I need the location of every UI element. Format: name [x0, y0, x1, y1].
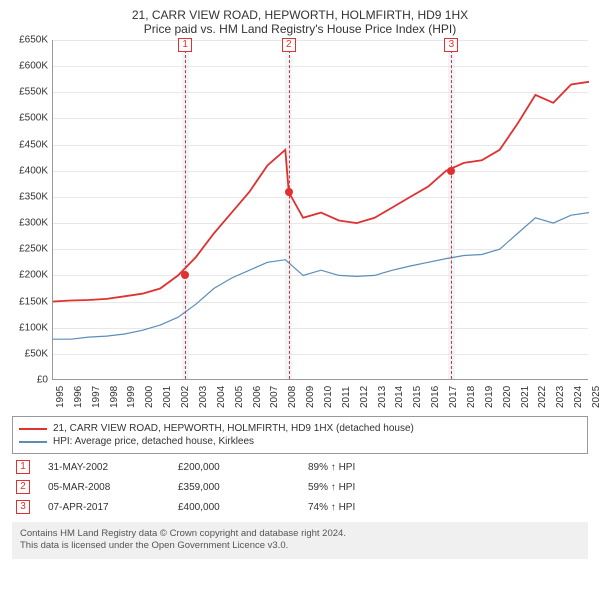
- x-tick: 2014: [394, 386, 405, 408]
- legend-row: 21, CARR VIEW ROAD, HEPWORTH, HOLMFIRTH,…: [19, 423, 581, 434]
- x-tick: 2000: [144, 386, 155, 408]
- x-tick: 2003: [198, 386, 209, 408]
- sale-date: 05-MAR-2008: [48, 482, 178, 493]
- y-tick: £500K: [19, 113, 48, 124]
- x-axis: 1995 1996 1997 1998 1999 2000 2001 2002 2003 2004…: [52, 380, 588, 410]
- sale-hpi: 59% ↑ HPI: [308, 482, 438, 493]
- marker-line: [185, 40, 186, 379]
- marker-number: 1: [178, 38, 192, 52]
- y-tick: £150K: [19, 296, 48, 307]
- x-tick: 1998: [109, 386, 120, 408]
- chart-container: 21, CARR VIEW ROAD, HEPWORTH, HOLMFIRTH,…: [0, 0, 600, 590]
- marker-dot: [285, 188, 293, 196]
- x-tick: 1997: [91, 386, 102, 408]
- license-line2: This data is licensed under the Open Gov…: [20, 540, 580, 552]
- sale-price: £359,000: [178, 482, 308, 493]
- sale-row: 1 31-MAY-2002£200,00089% ↑ HPI: [16, 460, 592, 474]
- x-tick: 2025: [591, 386, 600, 408]
- line-chart-svg: [53, 40, 589, 380]
- x-tick: 2015: [412, 386, 423, 408]
- x-tick: 2020: [502, 386, 513, 408]
- y-tick: £300K: [19, 218, 48, 229]
- title-line2: Price paid vs. HM Land Registry's House …: [12, 22, 588, 36]
- x-tick: 2023: [555, 386, 566, 408]
- x-tick: 2018: [466, 386, 477, 408]
- x-tick: 2012: [359, 386, 370, 408]
- sale-number: 3: [16, 500, 30, 514]
- x-tick: 2022: [537, 386, 548, 408]
- x-tick: 2009: [305, 386, 316, 408]
- y-axis: £0£50K£100K£150K£200K£250K£300K£350K£400…: [12, 40, 52, 380]
- x-tick: 2011: [341, 386, 352, 408]
- sales-table: 1 31-MAY-2002£200,00089% ↑ HPI 2 05-MAR-200…: [12, 460, 588, 514]
- sale-number: 2: [16, 480, 30, 494]
- x-tick: 2006: [252, 386, 263, 408]
- x-tick: 2001: [162, 386, 173, 408]
- sale-hpi: 89% ↑ HPI: [308, 462, 438, 473]
- legend-swatch: [19, 428, 47, 430]
- marker-dot: [447, 167, 455, 175]
- x-tick: 2007: [269, 386, 280, 408]
- y-tick: £200K: [19, 270, 48, 281]
- plot-area: £0 £50K £100K £150K £200K £250K £300K £350K £400…: [12, 40, 588, 410]
- sale-number: 1: [16, 460, 30, 474]
- license-line1: Contains HM Land Registry data © Crown c…: [20, 528, 580, 540]
- marker-dot: [181, 271, 189, 279]
- sale-price: £200,000: [178, 462, 308, 473]
- sale-price: £400,000: [178, 502, 308, 513]
- x-tick: 2013: [377, 386, 388, 408]
- y-tick: £100K: [19, 322, 48, 333]
- y-tick: £50K: [25, 348, 48, 359]
- x-tick: 2005: [234, 386, 245, 408]
- marker-line: [289, 40, 290, 379]
- x-tick: 2008: [287, 386, 298, 408]
- sale-row: 3 07-APR-2017£400,00074% ↑ HPI: [16, 500, 592, 514]
- y-tick: £650K: [19, 35, 48, 46]
- grid-area: 1 2 3: [52, 40, 588, 380]
- sale-date: 31-MAY-2002: [48, 462, 178, 473]
- sale-hpi: 74% ↑ HPI: [308, 502, 438, 513]
- sale-date: 07-APR-2017: [48, 502, 178, 513]
- y-tick: £350K: [19, 191, 48, 202]
- x-tick: 1996: [73, 386, 84, 408]
- series-hpi: [53, 213, 589, 340]
- title-line1: 21, CARR VIEW ROAD, HEPWORTH, HOLMFIRTH,…: [12, 8, 588, 22]
- series-property: [53, 82, 589, 302]
- x-tick: 2016: [430, 386, 441, 408]
- marker-number: 2: [282, 38, 296, 52]
- x-tick: 2010: [323, 386, 334, 408]
- sale-row: 2 05-MAR-2008£359,00059% ↑ HPI: [16, 480, 592, 494]
- legend-box: 21, CARR VIEW ROAD, HEPWORTH, HOLMFIRTH,…: [12, 416, 588, 454]
- x-tick: 2017: [448, 386, 459, 408]
- y-tick: £550K: [19, 87, 48, 98]
- x-tick: 2004: [216, 386, 227, 408]
- y-tick: £600K: [19, 61, 48, 72]
- x-tick: 1995: [55, 386, 66, 408]
- legend-label: HPI: Average price, detached house, Kirk…: [53, 436, 254, 447]
- x-tick: 2019: [484, 386, 495, 408]
- x-tick: 2002: [180, 386, 191, 408]
- y-tick: £400K: [19, 165, 48, 176]
- legend-label: 21, CARR VIEW ROAD, HEPWORTH, HOLMFIRTH,…: [53, 423, 414, 434]
- marker-number: 3: [444, 38, 458, 52]
- marker-line: [451, 40, 452, 379]
- x-tick: 1999: [126, 386, 137, 408]
- x-tick: 2024: [573, 386, 584, 408]
- y-tick: £0: [37, 375, 48, 386]
- x-tick: 2021: [520, 386, 531, 408]
- legend-swatch: [19, 441, 47, 443]
- license-box: Contains HM Land Registry data © Crown c…: [12, 522, 588, 559]
- legend-row: HPI: Average price, detached house, Kirk…: [19, 436, 581, 447]
- y-tick: £250K: [19, 244, 48, 255]
- y-tick: £450K: [19, 139, 48, 150]
